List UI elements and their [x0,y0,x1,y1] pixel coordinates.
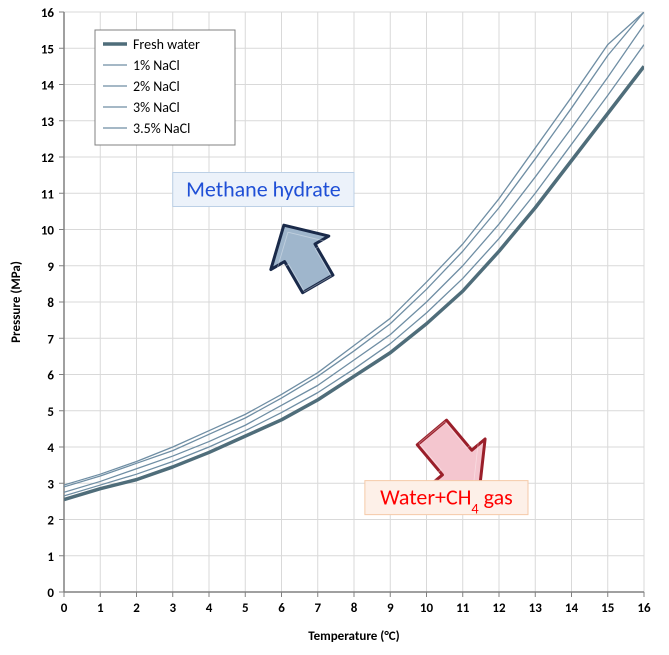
region-label-text: Methane hydrate [186,176,341,203]
svg-text:14: 14 [565,601,579,616]
svg-text:12: 12 [41,151,55,166]
svg-text:10: 10 [41,224,55,239]
legend-label: Fresh water [133,36,200,53]
svg-text:16: 16 [41,6,55,21]
svg-text:8: 8 [351,601,358,616]
svg-text:11: 11 [41,187,55,202]
svg-text:15: 15 [41,42,54,57]
svg-text:0: 0 [47,586,54,601]
svg-text:4: 4 [206,601,213,616]
legend-label: 1% NaCl [133,57,180,74]
svg-text:10: 10 [420,601,434,616]
chart-svg: 0123456789101112131415160123456789101112… [0,0,669,655]
svg-text:15: 15 [601,601,614,616]
svg-text:9: 9 [387,601,394,616]
svg-text:1: 1 [97,601,104,616]
x-axis-label: Temperature (°C) [308,629,399,644]
svg-text:6: 6 [278,601,285,616]
svg-text:3: 3 [169,601,176,616]
svg-text:2: 2 [133,601,140,616]
svg-text:5: 5 [47,405,54,420]
svg-text:2: 2 [47,514,54,529]
svg-text:6: 6 [47,369,54,384]
svg-text:1: 1 [47,550,54,565]
svg-text:7: 7 [314,601,321,616]
legend-label: 3.5% NaCl [133,120,190,137]
y-axis-label: Pressure (MPa) [9,261,24,343]
svg-text:0: 0 [61,601,68,616]
svg-text:13: 13 [41,115,55,130]
svg-text:11: 11 [456,601,470,616]
legend-label: 3% NaCl [133,99,180,116]
legend-label: 2% NaCl [133,78,180,95]
svg-text:3: 3 [47,477,54,492]
svg-text:4: 4 [47,441,54,456]
svg-text:9: 9 [47,260,54,275]
svg-text:12: 12 [492,601,506,616]
svg-text:8: 8 [47,296,54,311]
svg-text:5: 5 [242,601,249,616]
svg-text:16: 16 [637,601,651,616]
svg-text:14: 14 [41,79,55,94]
svg-text:13: 13 [529,601,543,616]
svg-text:7: 7 [47,332,54,347]
phase-diagram-chart: 0123456789101112131415160123456789101112… [0,0,669,655]
